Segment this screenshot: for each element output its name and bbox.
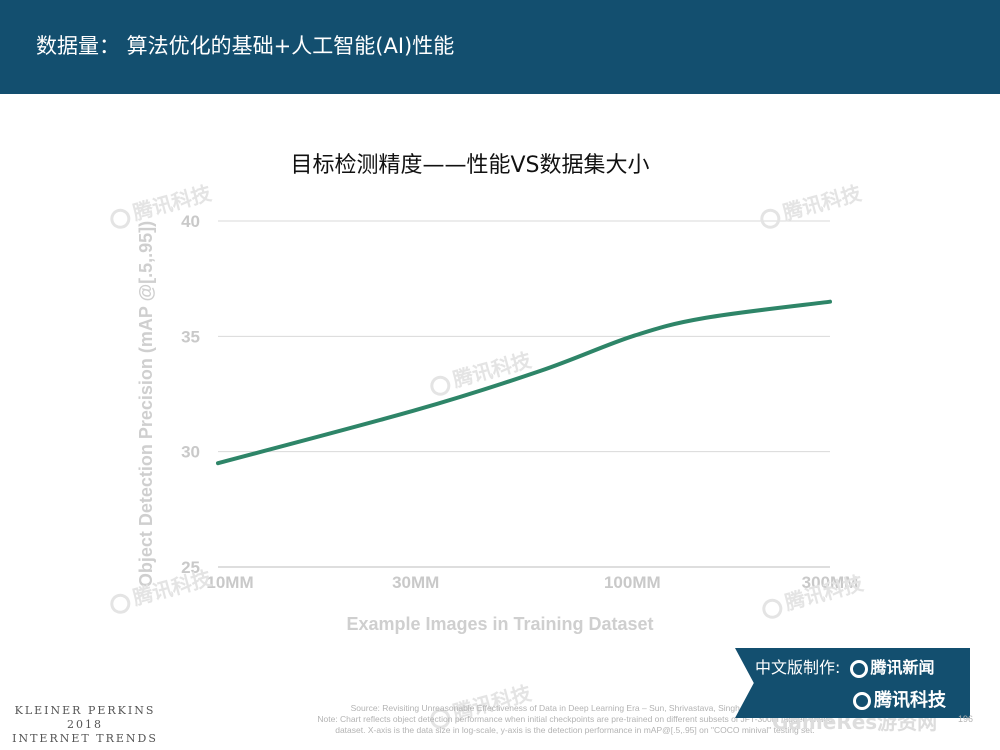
tencent-logo-icon <box>427 373 453 398</box>
x-tick-label: 30MM <box>392 573 439 592</box>
page-title: 数据量： 算法优化的基础+人工智能(AI)性能 <box>36 34 455 58</box>
tencent-logo-icon <box>759 596 785 621</box>
y-tick-label: 30 <box>181 443 200 462</box>
y-axis-label: Object Detection Precision (mAP @[.5,.95… <box>136 221 156 587</box>
tencent-logo-icon <box>107 591 133 616</box>
tencent-tech-logo-icon <box>853 692 871 710</box>
credit-org-tech: 腾讯科技 <box>874 690 946 711</box>
credit-org-news: 腾讯新闻 <box>870 658 935 677</box>
series-line <box>216 299 832 466</box>
y-tick-label: 25 <box>181 558 200 577</box>
y-tick-label: 40 <box>181 212 200 231</box>
page-number: 196 <box>958 714 974 724</box>
credit-badge: 中文版制作: 腾讯新闻 腾讯科技 <box>735 648 970 740</box>
tencent-logo-icon <box>757 206 783 231</box>
tencent-logo-icon <box>107 206 133 231</box>
source-note: Source: Revisiting Unreasonable Effectiv… <box>317 703 833 735</box>
x-tick-label: 300MM <box>802 573 859 592</box>
x-tick-label: 10MM <box>206 573 253 592</box>
y-tick-label: 35 <box>181 327 200 346</box>
credit-label: 中文版制作: <box>755 658 841 677</box>
header-bar: 数据量： 算法优化的基础+人工智能(AI)性能 <box>0 0 1000 94</box>
chart-title: 目标检测精度——性能VS数据集大小 <box>290 153 650 178</box>
kleiner-perkins-brand: KLEINER PERKINS 2018 INTERNET TRENDS <box>12 704 158 745</box>
x-tick-label: 100MM <box>604 573 661 592</box>
x-axis-label: Example Images in Training Dataset <box>346 614 653 634</box>
tencent-news-logo-icon <box>849 659 868 678</box>
